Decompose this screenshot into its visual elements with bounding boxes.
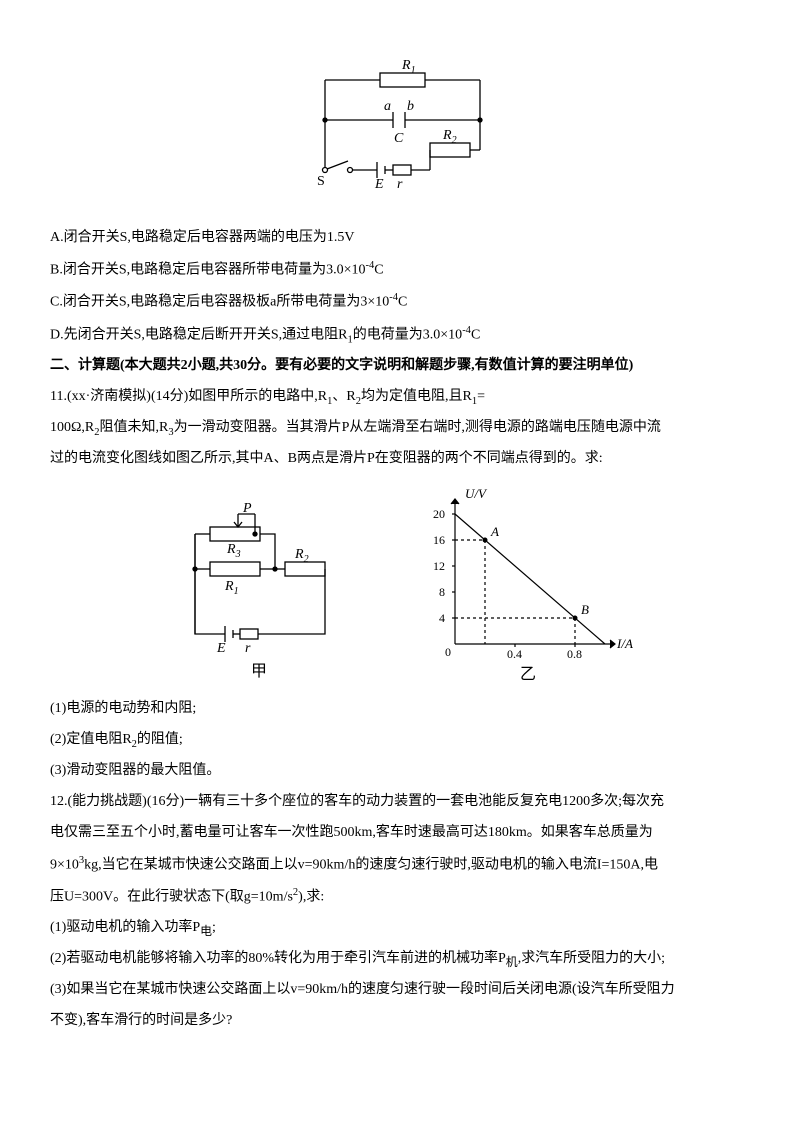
q11-sub2: (2)定值电阻R2的阻值; [50,725,750,756]
xlabel: I/A [616,636,633,651]
q11-figures: P R3 R2 R1 E r 甲 U/V I/A A B 4 8 12 16 [50,484,750,684]
ytick-12: 12 [433,559,445,573]
q11-line3: 过的电流变化图线如图乙所示,其中A、B两点是滑片P在变阻器的两个不同端点得到的。… [50,444,750,475]
q12-line4: 压U=300V。在此行驶状态下(取g=10m/s2),求: [50,881,750,913]
q12-line1: 12.(能力挑战题)(16分)一辆有三十多个座位的客车的动力装置的一套电池能反复… [50,787,750,818]
ytick-16: 16 [433,533,445,547]
origin-0: 0 [445,645,451,659]
label-s: S [317,174,325,189]
label-r: r [397,177,403,192]
circuit-1-figure: R1 a b C S E r R2 [50,50,750,213]
label-a: a [384,99,391,114]
q11-sub1: (1)电源的电动势和内阻; [50,694,750,725]
label-p: P [242,501,252,516]
caption-jia: 甲 [251,663,267,680]
ytick-4: 4 [439,611,445,625]
label-eb: E [216,641,226,656]
caption-yi: 乙 [520,666,536,683]
q12-sub3b: 不变),客车滑行的时间是多少? [50,1006,750,1037]
q12-line3: 9×103kg,当它在某城市快速公交路面上以v=90km/h的速度匀速行驶时,驱… [50,849,750,881]
q12-line2: 电仅需三至五个小时,蓄电量可让客车一次性跑500km,客车时速最高可达180km… [50,818,750,849]
graph-svg: U/V I/A A B 4 8 12 16 20 0 0.4 0.8 乙 [415,484,635,684]
ylabel: U/V [465,486,488,501]
label-b: b [407,99,414,114]
q11-line1: 11.(xx·济南模拟)(14分)如图甲所示的电路中,R1、R2均为定值电阻,且… [50,382,750,413]
q11-line2: 100Ω,R2阻值未知,R3为一滑动变阻器。当其滑片P从左端滑至右端时,测得电源… [50,413,750,444]
circuit-1-svg: R1 a b C S E r R2 [285,50,515,200]
section-2-title: 二、计算题(本大题共2小题,共30分。要有必要的文字说明和解题步骤,有数值计算的… [50,351,750,382]
label-rb: r [245,641,251,656]
q11-sub3: (3)滑动变阻器的最大阻值。 [50,756,750,787]
q12-sub3: (3)如果当它在某城市快速公交路面上以v=90km/h的速度匀速行驶一段时间后关… [50,975,750,1006]
label-r1b: R1 [224,579,239,597]
q12-sub1: (1)驱动电机的输入功率P电; [50,913,750,944]
option-b: B.闭合开关S,电路稳定后电容器所带电荷量为3.0×10-4C [50,254,750,286]
label-r3: R3 [226,542,241,560]
point-a: A [490,524,499,539]
point-b: B [581,602,589,617]
option-a: A.闭合开关S,电路稳定后电容器两端的电压为1.5V [50,223,750,254]
option-c: C.闭合开关S,电路稳定后电容器极板a所带电荷量为3×10-4C [50,286,750,318]
ytick-20: 20 [433,507,445,521]
option-d: D.先闭合开关S,电路稳定后断开开关S,通过电阻R1的电荷量为3.0×10-4C [50,319,750,352]
label-e: E [374,177,384,192]
xtick-08: 0.8 [567,647,582,661]
label-c: C [394,131,404,146]
q12-sub2: (2)若驱动电机能够将输入功率的80%转化为用于牵引汽车前进的机械功率P机,求汽… [50,944,750,975]
circuit-2-svg: P R3 R2 R1 E r 甲 [165,494,355,684]
xtick-04: 0.4 [507,647,522,661]
ytick-8: 8 [439,585,445,599]
